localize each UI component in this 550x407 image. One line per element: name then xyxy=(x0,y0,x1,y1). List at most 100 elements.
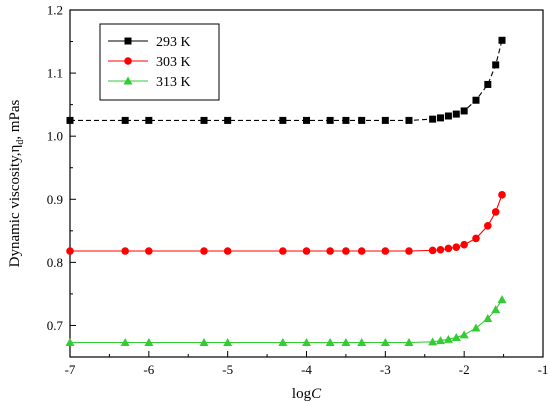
point-marker-circle xyxy=(405,247,413,255)
point-marker-circle xyxy=(381,247,390,255)
point-marker-triangle xyxy=(443,334,453,343)
point-marker-square xyxy=(472,96,480,104)
point-marker-square xyxy=(224,116,232,124)
point-marker-square xyxy=(121,116,129,124)
point-marker-circle xyxy=(342,247,350,255)
legend-label: 293 K xyxy=(156,35,191,50)
series-layer xyxy=(65,36,507,346)
y-axis-label-tail: , mPas xyxy=(7,99,23,139)
y-tick-label: 0.9 xyxy=(47,192,63,207)
y-axis-label-sub: d xyxy=(15,140,26,145)
legend: 293 K 303 K 313 K xyxy=(99,23,220,101)
y-tick-label: 0.7 xyxy=(47,318,64,333)
point-marker-triangle xyxy=(436,336,446,345)
point-marker-circle xyxy=(302,247,311,255)
point-marker-circle xyxy=(498,191,506,199)
point-marker-triangle xyxy=(325,337,335,346)
y-tick-label: 1.0 xyxy=(47,129,63,144)
legend-label: 303 K xyxy=(156,55,191,70)
legend-items: 293 K 303 K 313 K xyxy=(108,35,191,90)
series-line xyxy=(70,299,503,344)
legend-item: 303 K xyxy=(108,55,191,70)
legend-item: 313 K xyxy=(108,75,191,90)
y-tick-label: 1.2 xyxy=(47,3,63,18)
point-marker-square xyxy=(498,36,506,44)
point-marker-triangle xyxy=(65,337,75,346)
series-293-k xyxy=(66,36,506,124)
point-marker-square xyxy=(405,116,413,124)
point-marker-triangle xyxy=(497,295,507,304)
point-marker-square xyxy=(492,61,500,69)
point-marker-square xyxy=(437,114,445,122)
point-marker-square xyxy=(460,107,468,115)
point-marker-triangle xyxy=(404,337,414,346)
point-marker-circle xyxy=(200,247,208,255)
series-line xyxy=(70,194,503,252)
y-tick-label: 0.8 xyxy=(47,255,63,270)
point-marker-circle xyxy=(484,221,492,230)
legend-box xyxy=(99,23,220,101)
point-marker-square xyxy=(303,116,310,124)
y-tick-label: 1.1 xyxy=(47,66,63,81)
point-marker-triangle xyxy=(451,332,461,341)
ticks-layer: -7 -6 -5 -4 -3 -2 -1 0.7 0.8 0.9 1.0 1.1 1.2 xyxy=(47,3,549,378)
x-tick-label: -6 xyxy=(143,362,154,377)
point-marker-circle xyxy=(428,246,437,255)
point-marker-triangle xyxy=(491,305,501,314)
point-marker-square xyxy=(444,112,452,120)
point-marker-square xyxy=(429,115,437,123)
point-marker-triangle xyxy=(223,337,233,346)
point-marker-circle xyxy=(436,245,445,254)
point-marker-square xyxy=(452,110,460,118)
point-marker-square xyxy=(279,116,287,124)
point-marker-circle xyxy=(121,247,129,255)
point-marker-triangle xyxy=(123,76,133,85)
point-marker-triangle xyxy=(278,337,288,346)
point-marker-square xyxy=(200,116,208,124)
x-axis-label-main: log xyxy=(292,386,312,402)
point-marker-circle xyxy=(444,244,453,253)
x-tick-label: -2 xyxy=(459,362,470,377)
y-axis-label: Dynamic viscosity,ηd, mPas xyxy=(7,99,26,267)
series-303-k xyxy=(66,191,506,255)
point-marker-triangle xyxy=(199,337,209,346)
point-marker-triangle xyxy=(357,337,367,346)
legend-item: 293 K xyxy=(108,35,191,50)
point-marker-circle xyxy=(223,247,232,255)
x-axis-label: logC xyxy=(292,386,322,402)
point-marker-square xyxy=(124,37,132,45)
x-axis-label-italic: C xyxy=(311,386,322,402)
point-marker-circle xyxy=(326,247,334,255)
legend-label: 313 K xyxy=(156,75,191,90)
x-tick-label: -4 xyxy=(301,362,312,377)
point-marker-triangle xyxy=(459,330,469,339)
x-tick-label: -5 xyxy=(222,362,233,377)
x-tick-label: -7 xyxy=(65,362,76,377)
x-tick-label: -3 xyxy=(380,362,391,377)
point-marker-circle xyxy=(460,240,468,249)
point-marker-circle xyxy=(124,57,132,65)
point-marker-square xyxy=(484,80,492,88)
point-marker-square xyxy=(145,116,153,124)
y-axis-label-main: Dynamic viscosity,η xyxy=(7,145,23,268)
point-marker-circle xyxy=(491,208,500,216)
point-marker-square xyxy=(342,116,350,124)
point-marker-circle xyxy=(66,247,74,255)
point-marker-triangle xyxy=(302,337,311,346)
point-marker-square xyxy=(326,116,334,124)
point-marker-circle xyxy=(279,247,287,255)
point-marker-triangle xyxy=(428,337,438,346)
point-marker-square xyxy=(381,116,389,124)
point-marker-square xyxy=(358,116,366,124)
point-marker-triangle xyxy=(341,337,351,346)
point-marker-circle xyxy=(145,247,153,255)
point-marker-circle xyxy=(472,234,480,243)
series-313-k xyxy=(65,295,507,346)
point-marker-circle xyxy=(452,243,461,252)
point-marker-circle xyxy=(357,247,366,255)
x-tick-label: -1 xyxy=(538,362,549,377)
point-marker-triangle xyxy=(483,314,493,323)
point-marker-square xyxy=(66,116,74,124)
point-marker-triangle xyxy=(120,337,130,346)
